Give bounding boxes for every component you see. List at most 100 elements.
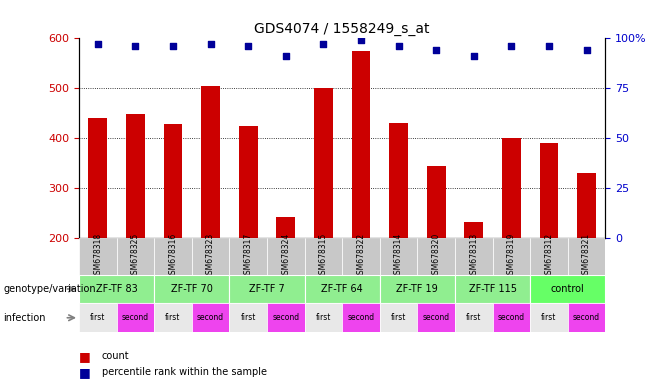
- Bar: [530, 238, 568, 275]
- Bar: [79, 238, 116, 275]
- Point: [318, 41, 328, 48]
- Bar: [502, 138, 520, 338]
- Bar: [427, 166, 445, 338]
- Bar: [230, 275, 305, 303]
- Point: [468, 53, 479, 60]
- Bar: [154, 275, 230, 303]
- Text: GSM678317: GSM678317: [243, 233, 253, 280]
- Point: [130, 43, 141, 50]
- Text: ZF-TF 70: ZF-TF 70: [171, 284, 213, 294]
- Bar: [79, 275, 154, 303]
- Text: second: second: [498, 313, 525, 322]
- Text: ZF-TF 115: ZF-TF 115: [468, 284, 517, 294]
- Point: [205, 41, 216, 48]
- Point: [431, 47, 442, 53]
- Bar: [342, 238, 380, 275]
- Text: GSM678318: GSM678318: [93, 233, 102, 280]
- Bar: [314, 88, 333, 338]
- Bar: [465, 222, 483, 338]
- Bar: [230, 303, 267, 332]
- Bar: [305, 275, 380, 303]
- Bar: [568, 303, 605, 332]
- Bar: [380, 303, 417, 332]
- Bar: [276, 217, 295, 338]
- Text: GSM678322: GSM678322: [357, 233, 365, 280]
- Text: first: first: [90, 313, 105, 322]
- Bar: [417, 238, 455, 275]
- Text: first: first: [542, 313, 557, 322]
- Text: second: second: [122, 313, 149, 322]
- Text: first: first: [316, 313, 331, 322]
- Point: [168, 43, 178, 50]
- Text: second: second: [197, 313, 224, 322]
- Title: GDS4074 / 1558249_s_at: GDS4074 / 1558249_s_at: [255, 22, 430, 36]
- Text: GSM678323: GSM678323: [206, 233, 215, 280]
- Text: control: control: [551, 284, 585, 294]
- Text: GSM678320: GSM678320: [432, 233, 441, 280]
- Text: GSM678313: GSM678313: [469, 233, 478, 280]
- Bar: [267, 238, 305, 275]
- Text: infection: infection: [3, 313, 46, 323]
- Text: ZF-TF 7: ZF-TF 7: [249, 284, 285, 294]
- Text: count: count: [102, 351, 130, 361]
- Text: GSM678314: GSM678314: [394, 233, 403, 280]
- Point: [506, 43, 517, 50]
- Text: second: second: [272, 313, 299, 322]
- Text: second: second: [573, 313, 600, 322]
- Text: genotype/variation: genotype/variation: [3, 284, 96, 294]
- Bar: [126, 114, 145, 338]
- Text: ■: ■: [79, 350, 91, 363]
- Text: GSM678325: GSM678325: [131, 233, 140, 280]
- Bar: [191, 303, 230, 332]
- Bar: [351, 51, 370, 338]
- Bar: [191, 238, 230, 275]
- Text: GSM678324: GSM678324: [281, 233, 290, 280]
- Point: [581, 47, 592, 53]
- Text: GSM678312: GSM678312: [544, 233, 553, 280]
- Bar: [154, 238, 191, 275]
- Point: [393, 43, 404, 50]
- Bar: [239, 126, 257, 338]
- Text: GSM678315: GSM678315: [319, 233, 328, 280]
- Bar: [577, 173, 596, 338]
- Text: percentile rank within the sample: percentile rank within the sample: [102, 367, 267, 377]
- Bar: [493, 238, 530, 275]
- Bar: [530, 275, 605, 303]
- Bar: [380, 238, 417, 275]
- Text: GSM678319: GSM678319: [507, 233, 516, 280]
- Bar: [154, 303, 191, 332]
- Text: GSM678316: GSM678316: [168, 233, 178, 280]
- Bar: [88, 118, 107, 338]
- Text: first: first: [165, 313, 181, 322]
- Point: [93, 41, 103, 48]
- Text: second: second: [422, 313, 449, 322]
- Bar: [305, 238, 342, 275]
- Bar: [267, 303, 305, 332]
- Text: ZF-TF 83: ZF-TF 83: [95, 284, 138, 294]
- Text: ZF-TF 19: ZF-TF 19: [397, 284, 438, 294]
- Bar: [455, 303, 493, 332]
- Bar: [493, 303, 530, 332]
- Bar: [79, 303, 116, 332]
- Bar: [389, 123, 408, 338]
- Bar: [417, 303, 455, 332]
- Point: [243, 43, 253, 50]
- Bar: [116, 303, 154, 332]
- Text: first: first: [466, 313, 482, 322]
- Bar: [380, 275, 455, 303]
- Text: first: first: [240, 313, 256, 322]
- Bar: [342, 303, 380, 332]
- Bar: [201, 86, 220, 338]
- Bar: [455, 238, 493, 275]
- Text: ■: ■: [79, 366, 91, 379]
- Bar: [530, 303, 568, 332]
- Text: second: second: [347, 313, 374, 322]
- Text: ZF-TF 64: ZF-TF 64: [321, 284, 363, 294]
- Bar: [164, 124, 182, 338]
- Point: [280, 53, 291, 60]
- Bar: [568, 238, 605, 275]
- Point: [544, 43, 554, 50]
- Bar: [305, 303, 342, 332]
- Bar: [230, 238, 267, 275]
- Text: first: first: [391, 313, 406, 322]
